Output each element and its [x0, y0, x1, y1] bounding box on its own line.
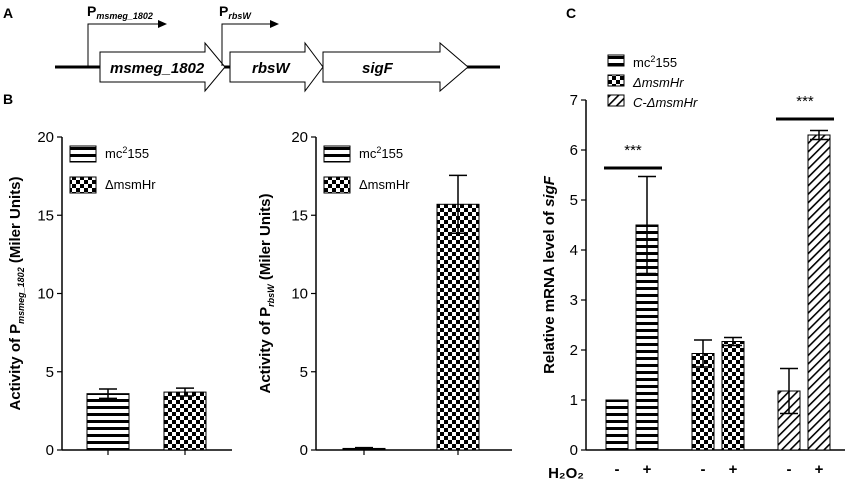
gene-label-sigf: sigF [362, 60, 394, 77]
y-axis-label: Activity of PrbsW (Miler Units) [257, 193, 276, 393]
legend-label-base: ΔmsmHr [359, 177, 410, 192]
y-tick-label: 5 [46, 364, 54, 381]
y-tick-label: 4 [570, 242, 578, 259]
panel-letter-a: A [3, 5, 13, 21]
y-axis-label-part: (Miler Units) [257, 193, 274, 284]
promoter-arrowhead-msmeg-1802 [158, 20, 167, 28]
treatment-label: + [815, 461, 824, 478]
gene-arrow-sigf [322, 41, 469, 93]
bar [807, 134, 831, 451]
y-tick-label: 5 [300, 364, 308, 381]
legend-swatch [69, 145, 97, 163]
legend-label-rest: 155 [655, 55, 677, 70]
operon-diagram: msmeg_1802 rbsW sigF Pmsmeg_1802 PrbsW [55, 3, 500, 93]
y-tick-label: 20 [37, 129, 54, 146]
legend-label-sup: 2 [376, 145, 381, 155]
y-tick-label: 15 [37, 207, 54, 224]
y-tick-label: 6 [570, 142, 578, 159]
chart-sigf-mrna-level: 0 1 2 3 4 5 6 7 Relative mRNA level of sigF - + ***… [541, 54, 845, 482]
y-tick-label: 10 [291, 286, 308, 303]
legend-swatch [323, 145, 351, 163]
y-axis-label: Activity of Pmsmeg_1802 (Miler Units) [7, 176, 26, 410]
legend-label: ΔmsmHr [632, 75, 684, 90]
bar [691, 353, 715, 451]
legend-label-sup: 2 [122, 145, 127, 155]
y-tick-label: 5 [570, 192, 578, 209]
legend-swatch [607, 94, 625, 107]
legend-swatch [323, 176, 351, 194]
chart-promoter-msmeg-1802-activity: 0 5 10 15 20 Activity of Pmsmeg_1802 (Miler U… [7, 129, 232, 459]
y-tick-label: 0 [300, 442, 308, 459]
promoter-label-rbsw: PrbsW [219, 3, 252, 21]
legend-swatch [607, 74, 625, 87]
treatment-label: - [701, 461, 706, 478]
bar [86, 393, 130, 451]
x-axis-label: H₂O₂ [548, 465, 584, 482]
legend-label: ΔmsmHr [105, 177, 156, 192]
promoter-label-msmeg-1802: Pmsmeg_1802 [87, 3, 153, 21]
y-tick-label: 0 [570, 442, 578, 459]
legend-label-base: ΔmsmHr [105, 177, 156, 192]
y-tick-label: 1 [570, 392, 578, 409]
legend-label-base: C-ΔmsmHr [633, 95, 698, 110]
y-tick-label: 20 [291, 129, 308, 146]
bar [163, 391, 207, 451]
chart-promoter-rbsw-activity: 0 5 10 15 20 Activity of PrbsW (Miler Units) m… [257, 129, 512, 459]
treatment-label: - [615, 461, 620, 478]
bar [605, 399, 629, 451]
legend-label: mc2155 [105, 145, 149, 161]
y-tick-label: 0 [46, 442, 54, 459]
legend-label: mc2155 [359, 145, 403, 161]
promoter-arrowhead-rbsw [270, 20, 279, 28]
treatment-label: + [643, 461, 652, 478]
y-tick-label: 15 [291, 207, 308, 224]
legend-label-base: mc [105, 146, 123, 161]
promoter-arrow-msmeg-1802 [87, 23, 158, 66]
legend-label: mc2155 [633, 54, 677, 70]
gene-arrow-rbsw [229, 41, 324, 93]
significance-label: *** [796, 93, 814, 110]
legend-label-rest: 155 [381, 146, 403, 161]
treatment-label: - [787, 461, 792, 478]
legend-label: C-ΔmsmHr [633, 95, 698, 110]
legend-swatch [607, 54, 625, 67]
treatment-label: + [729, 461, 738, 478]
legend-label-base: mc [633, 55, 651, 70]
significance-label: *** [624, 142, 642, 159]
panel-letter-c: C [566, 5, 576, 21]
y-axis-label-part: Relative mRNA level of [541, 207, 558, 374]
promoter-arrow-rbsw [221, 23, 270, 66]
legend-label-rest: 155 [127, 146, 149, 161]
legend-label-base: mc [359, 146, 377, 161]
legend-swatch [69, 176, 97, 194]
y-axis-label-part: sigF [541, 175, 558, 207]
y-axis-label-part: (Miler Units) [7, 176, 24, 267]
y-axis-label-part: msmeg_1802 [16, 267, 26, 324]
y-axis-label-part: rbsW [266, 283, 276, 307]
y-axis-label-part: Activity of P [257, 307, 274, 394]
legend-label-base: ΔmsmHr [632, 75, 684, 90]
y-axis-label-part: Activity of P [7, 324, 24, 411]
gene-arrow-msmeg-1802 [99, 41, 226, 93]
y-tick-label: 3 [570, 292, 578, 309]
panel-letter-b: B [3, 91, 13, 107]
legend-label: ΔmsmHr [359, 177, 410, 192]
y-tick-label: 7 [570, 92, 578, 109]
legend-label-sup: 2 [650, 54, 655, 64]
y-axis-label: Relative mRNA level of sigF [541, 175, 558, 374]
gene-label-rbsw: rbsW [252, 60, 291, 77]
gene-label-msmeg-1802: msmeg_1802 [110, 60, 205, 77]
y-tick-label: 2 [570, 342, 578, 359]
bar [436, 203, 480, 451]
y-tick-label: 10 [37, 286, 54, 303]
bar [721, 341, 745, 451]
